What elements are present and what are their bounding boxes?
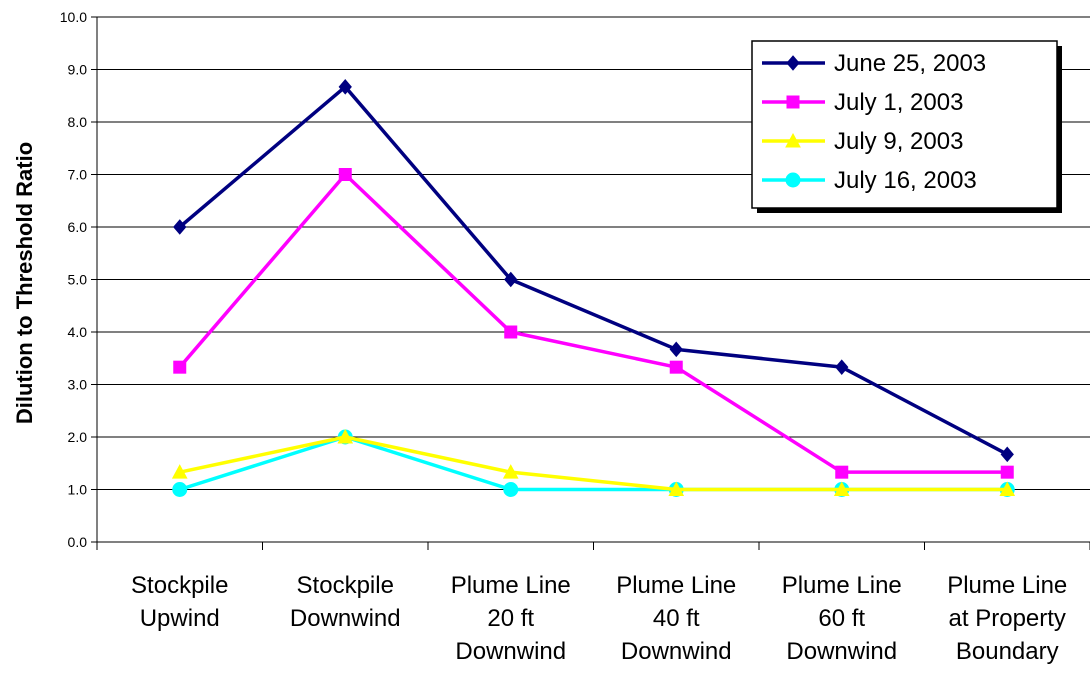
gridlines: [97, 16, 1090, 490]
x-category-label-line: Boundary: [956, 638, 1059, 665]
legend-label: June 25, 2003: [834, 50, 986, 77]
x-category-label-line: Plume Line: [782, 572, 902, 599]
y-tick-label: 8.0: [68, 114, 88, 130]
data-point: [173, 360, 187, 374]
x-category-label: Stockpile Downwind: [290, 572, 401, 632]
x-category-label: Plume Line 60 ft Downwind: [782, 572, 902, 665]
y-tick-label: 7.0: [68, 167, 88, 183]
series-3: [172, 429, 1015, 497]
legend-label: July 9, 2003: [834, 128, 963, 155]
x-category-label-line: 40 ft: [653, 605, 700, 632]
data-point: [785, 172, 801, 188]
data-point: [502, 464, 519, 479]
y-tick-label: 6.0: [68, 219, 88, 235]
x-category-label-line: Plume Line: [451, 572, 571, 599]
data-point: [504, 271, 518, 288]
x-category-label-line: Stockpile: [131, 572, 228, 599]
legend-entry: July 16, 2003: [762, 167, 977, 194]
data-point: [785, 132, 801, 148]
y-tick-label: 4.0: [68, 324, 88, 340]
data-point: [173, 219, 187, 235]
data-point: [504, 325, 518, 339]
data-point: [835, 465, 849, 479]
x-category-label-line: Downwind: [621, 638, 732, 665]
data-point: [503, 482, 519, 497]
series-lines: [171, 79, 1016, 497]
legend-entry: July 1, 2003: [762, 89, 963, 116]
data-point: [338, 168, 352, 181]
series-line: [179, 435, 1008, 492]
y-axis-title: Dilution to Threshold Ratio: [12, 142, 37, 424]
series-line: [178, 172, 1008, 474]
legend-entry: July 9, 2003: [762, 128, 963, 155]
y-tick-label: 3.0: [68, 377, 88, 393]
y-tick-label: 9.0: [68, 62, 88, 78]
data-point: [999, 481, 1016, 496]
data-point: [172, 482, 188, 497]
series-2: [171, 428, 1016, 496]
legend: June 25, 2003 July 1, 2003 July 9, 2003 Jul…: [751, 40, 1062, 213]
legend-label: July 1, 2003: [834, 89, 963, 116]
x-category-label-line: Plume Line: [616, 572, 736, 599]
x-category-label-line: at Property: [949, 605, 1066, 632]
y-tick-label: 0.0: [68, 534, 88, 550]
series-line: [178, 85, 1009, 456]
y-tick-label: 2.0: [68, 429, 88, 445]
x-category-label: Plume Line 40 ft Downwind: [616, 572, 736, 665]
x-category-label-line: 60 ft: [818, 605, 865, 632]
data-point: [668, 481, 685, 496]
data-point: [786, 55, 800, 71]
data-point: [1000, 446, 1014, 463]
data-point: [669, 341, 683, 358]
data-point: [835, 359, 849, 375]
x-category-label-line: Downwind: [786, 638, 897, 665]
data-point: [171, 464, 188, 479]
x-category-label-line: 20 ft: [487, 605, 534, 632]
data-point: [338, 79, 352, 95]
data-point: [669, 360, 683, 374]
data-point: [337, 428, 354, 444]
data-point: [833, 481, 850, 496]
x-category-label-line: Downwind: [290, 605, 401, 632]
x-category-label-line: Upwind: [140, 605, 220, 632]
x-category-label: Plume Line 20 ft Downwind: [451, 572, 571, 665]
axes: 0.0 1.0 2.0 3.0 4.0 5.0 6.0 7.0 8.0 9.0 10.0 Stockp…: [60, 9, 1090, 665]
legend-entry: June 25, 2003: [762, 50, 986, 77]
series-1: [173, 168, 1014, 479]
legend-label: July 16, 2003: [834, 167, 977, 194]
x-category-label-line: Plume Line: [947, 572, 1067, 599]
y-tick-label: 5.0: [68, 272, 88, 288]
y-tick-label: 1.0: [68, 482, 88, 498]
x-category-label: Plume Line at Property Boundary: [947, 572, 1067, 665]
x-category-label: Stockpile Upwind: [131, 572, 228, 632]
data-point: [1000, 465, 1014, 479]
x-category-label-line: Stockpile: [297, 572, 394, 599]
x-category-label-line: Downwind: [455, 638, 566, 665]
y-tick-label: 10.0: [60, 9, 87, 25]
series-0: [173, 79, 1014, 463]
data-point: [786, 95, 800, 109]
